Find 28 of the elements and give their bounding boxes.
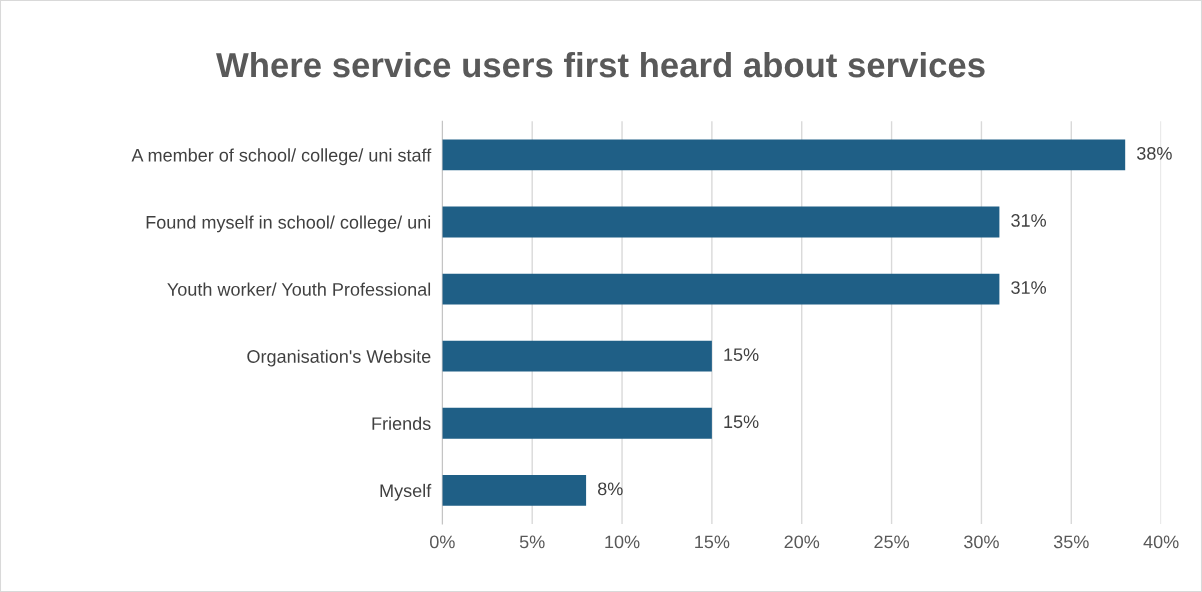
bar xyxy=(442,474,587,506)
data-label: 38% xyxy=(1136,146,1172,160)
x-tick-label: 0% xyxy=(429,535,455,549)
data-label: 15% xyxy=(724,348,759,362)
y-tick-label: Friends xyxy=(372,416,431,430)
y-tick-label: Youth worker/ Youth Professional xyxy=(167,282,431,296)
y-tick-label: Myself xyxy=(380,483,432,501)
y-tick-label: Organisation's Website xyxy=(247,349,431,367)
y-tick-label: A member of school/ college/ uni staff xyxy=(131,148,432,166)
x-tick-label: 5% xyxy=(519,535,545,549)
x-tick-label: 15% xyxy=(695,535,730,549)
chart-title: Where service users first heard about services xyxy=(216,51,985,78)
bar xyxy=(442,139,1126,171)
x-tick-label: 40% xyxy=(1143,535,1179,549)
x-tick-label: 35% xyxy=(1053,535,1089,549)
data-label: 15% xyxy=(724,415,759,429)
x-tick-label: 30% xyxy=(964,535,999,549)
bar xyxy=(442,407,712,439)
x-tick-label: 25% xyxy=(874,535,910,549)
bar xyxy=(442,340,712,372)
x-tick-label: 20% xyxy=(784,535,820,549)
bar xyxy=(442,206,1000,238)
x-tick-label: 10% xyxy=(605,535,640,549)
data-label: 31% xyxy=(1011,281,1047,294)
bar xyxy=(442,273,1000,305)
data-label: 8% xyxy=(597,482,623,496)
y-tick-label: Found myself in school/ college/ uni xyxy=(146,215,431,233)
data-label: 31% xyxy=(1011,214,1047,227)
